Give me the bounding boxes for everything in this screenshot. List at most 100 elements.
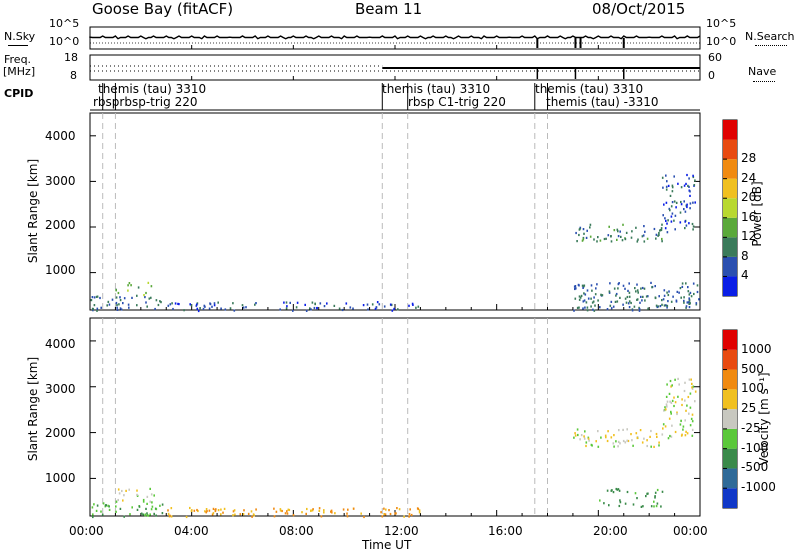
heatmap-cell [107, 504, 109, 507]
heatmap-cell [680, 203, 683, 206]
heatmap-cell [580, 294, 583, 297]
x-axis-label: Time UT [362, 538, 412, 552]
velocity-colorbar-cell-4 [723, 409, 737, 429]
heatmap-cell [144, 514, 146, 517]
heatmap-cell [666, 222, 668, 225]
heatmap-cell [661, 303, 663, 306]
heatmap-cell [579, 296, 582, 299]
heatmap-cell [398, 508, 401, 511]
heatmap-cell [578, 306, 580, 309]
heatmap-cell [153, 494, 155, 497]
heatmap-cell [674, 214, 677, 217]
heatmap-cell [688, 293, 691, 296]
heatmap-cell [583, 437, 586, 440]
heatmap-cell [636, 298, 639, 301]
heatmap-cell [631, 230, 633, 233]
heatmap-cell [618, 504, 621, 508]
heatmap-cell [641, 441, 644, 444]
heatmap-cell [573, 436, 575, 439]
heatmap-cell [283, 301, 285, 304]
heatmap-cell [115, 500, 118, 503]
heatmap-cell [592, 300, 595, 303]
heatmap-cell [579, 438, 581, 441]
heatmap-cell [666, 383, 668, 386]
heatmap-cell [662, 186, 664, 189]
heatmap-cell [352, 507, 355, 510]
heatmap-cell [671, 186, 674, 189]
heatmap-cell [695, 302, 698, 305]
heatmap-cell [671, 424, 673, 427]
heatmap-cell [670, 412, 672, 415]
heatmap-cell [183, 309, 185, 312]
heatmap-cell [305, 309, 308, 312]
heatmap-cell [679, 423, 682, 426]
power-ytick-4000: 4000 [45, 129, 76, 143]
heatmap-cell [647, 307, 649, 310]
heatmap-cell [663, 304, 666, 307]
heatmap-cell [409, 508, 411, 511]
heatmap-cell [689, 202, 692, 205]
heatmap-cell [667, 184, 670, 187]
heatmap-cell [625, 231, 628, 234]
heatmap-cell [211, 513, 214, 516]
heatmap-cell [123, 515, 125, 518]
heatmap-cell [202, 307, 205, 310]
heatmap-cell [255, 302, 257, 305]
heatmap-cell [661, 176, 664, 179]
heatmap-cell [136, 508, 139, 511]
power-colorbar-tick-label-6: 28 [741, 151, 757, 166]
heatmap-cell [149, 487, 151, 490]
heatmap-cell [636, 289, 639, 292]
heatmap-cell [138, 505, 141, 508]
heatmap-cell [199, 307, 201, 310]
heatmap-cell [688, 297, 690, 300]
heatmap-cell [616, 228, 619, 231]
heatmap-cell [630, 433, 632, 436]
heatmap-cell [172, 307, 174, 311]
velocity-ytick-4000: 4000 [45, 337, 76, 351]
heatmap-cell [410, 513, 413, 517]
heatmap-cell [169, 303, 172, 306]
heatmap-cell [576, 306, 579, 309]
heatmap-cell [683, 208, 685, 211]
heatmap-cell [161, 512, 164, 515]
heatmap-cell [576, 428, 579, 431]
power-colorbar-cell-2 [723, 237, 737, 257]
heatmap-cell [624, 238, 627, 241]
heatmap-cell [292, 309, 294, 312]
heatmap-cell [674, 430, 677, 434]
nave-legend-line [753, 81, 775, 82]
heatmap-cell [596, 240, 598, 243]
heatmap-cell [381, 515, 384, 518]
power-colorbar-tick-label-1: 8 [741, 248, 749, 263]
heatmap-cell [599, 499, 601, 502]
heatmap-cell [319, 302, 322, 305]
heatmap-cell [127, 303, 130, 306]
heatmap-cell [380, 511, 382, 514]
heatmap-cell [579, 226, 582, 229]
heatmap-cell [618, 282, 620, 285]
heatmap-cell [102, 502, 105, 505]
heatmap-cell [673, 396, 675, 399]
heatmap-cell [617, 440, 620, 443]
heatmap-cell [574, 432, 576, 435]
heatmap-cell [153, 512, 155, 515]
heatmap-cell [136, 489, 138, 492]
heatmap-cell [691, 420, 694, 423]
heatmap-cell [636, 497, 638, 500]
heatmap-cell [157, 303, 160, 307]
heatmap-cell [585, 444, 587, 448]
heatmap-cell [606, 489, 609, 492]
heatmap-cell [145, 301, 147, 304]
heatmap-cell [574, 297, 577, 300]
heatmap-cell [220, 508, 222, 511]
heatmap-cell [686, 205, 688, 209]
heatmap-cell [610, 307, 613, 310]
heatmap-cell [682, 428, 684, 431]
heatmap-cell [318, 507, 321, 510]
heatmap-cell [626, 490, 629, 494]
power-colorbar-cell-5 [723, 178, 737, 199]
heatmap-cell [638, 307, 641, 311]
heatmap-cell [583, 284, 586, 287]
